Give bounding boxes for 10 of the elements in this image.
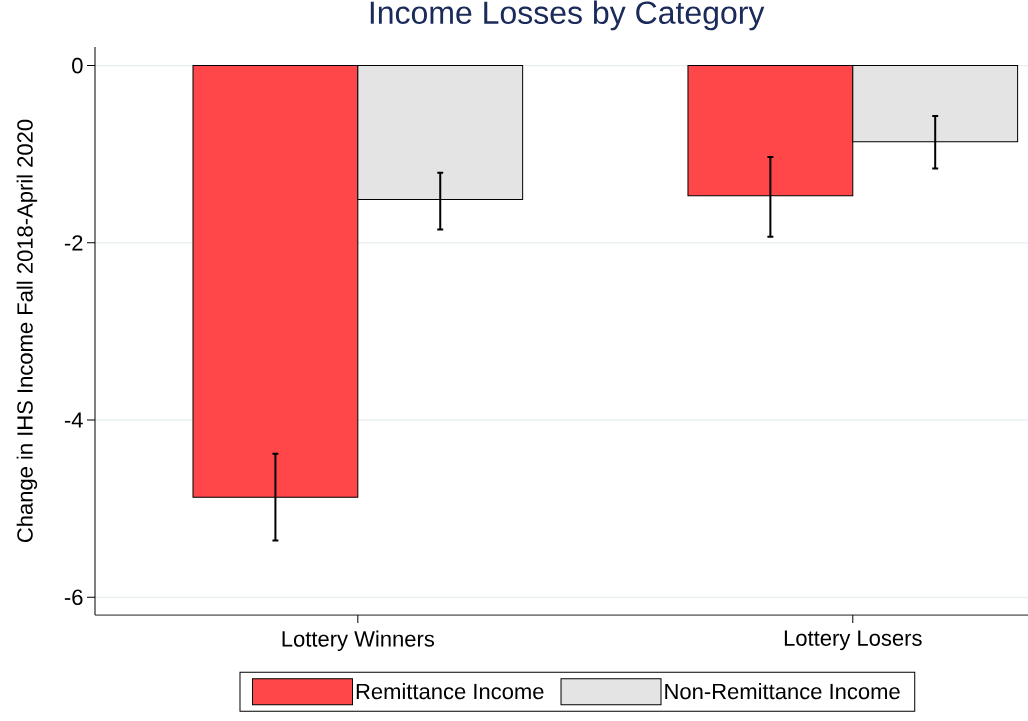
y-axis-title: Change in IHS Income Fall 2018-April 2020 — [16, 119, 38, 543]
x-tick-label: Lottery Losers — [784, 630, 922, 651]
chart-title: Income Losses by Category — [370, 0, 765, 31]
legend-label: Remittance Income — [356, 683, 544, 700]
y-tick-label: -2 — [64, 235, 83, 251]
x-tick-label: Lottery Winners — [282, 630, 435, 652]
y-tick-label: -6 — [64, 589, 83, 606]
legend-label: Non-Remittance Income — [665, 683, 900, 700]
y-tick-label: -4 — [64, 412, 83, 428]
y-tick-label: 0 — [72, 57, 83, 74]
